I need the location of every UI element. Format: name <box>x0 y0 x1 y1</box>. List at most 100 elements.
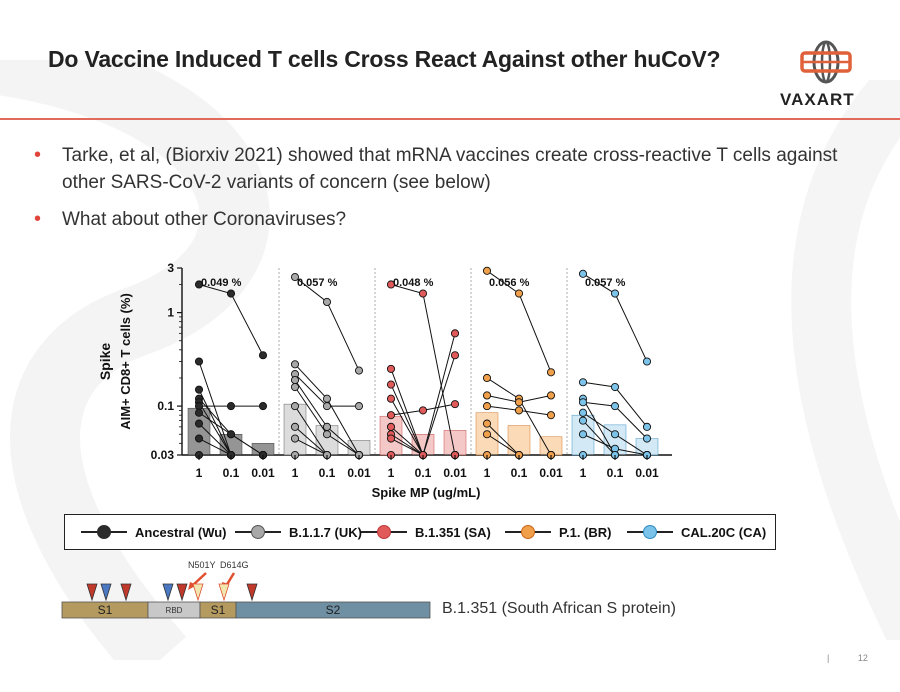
title-divider <box>0 118 900 120</box>
bullet-text: Tarke, et al, (Biorxiv 2021) showed that… <box>62 145 838 193</box>
mutation-label-n501y: N501Y <box>188 560 216 570</box>
data-point <box>290 375 300 385</box>
bullet-item: • Tarke, et al, (Biorxiv 2021) showed tha… <box>34 142 854 196</box>
logo-text: VAXART <box>780 90 855 109</box>
data-point <box>226 430 236 439</box>
mutation-marker <box>162 583 174 602</box>
data-point <box>258 351 268 360</box>
data-point <box>194 402 204 411</box>
bullet-text: What about other Coronaviruses? <box>62 209 347 230</box>
legend-item-uk: B.1.1.7 (UK) <box>235 515 362 549</box>
data-point <box>610 289 620 298</box>
protein-caption: B.1.351 (South African S protein) <box>442 600 676 617</box>
y-axis-label-sub: AIM+ CD8+ T cells (%) <box>118 293 133 430</box>
data-point <box>418 289 428 298</box>
x-tick-label: 1 <box>484 466 491 480</box>
y-tick-label: 0.03 <box>151 448 175 462</box>
data-point <box>322 430 332 439</box>
legend-label: P.1. (BR) <box>559 524 612 540</box>
legend-swatch <box>361 525 407 539</box>
x-tick-label: 1 <box>196 466 203 480</box>
page-title: Do Vaccine Induced T cells Cross React A… <box>48 46 721 72</box>
x-tick-label: 0.01 <box>347 466 371 480</box>
data-point <box>258 402 268 411</box>
x-tick-label: 1 <box>292 466 299 480</box>
x-tick-label: 1 <box>580 466 587 480</box>
data-point <box>322 394 332 403</box>
x-tick-label: 0.01 <box>251 466 275 480</box>
segment-label: S2 <box>326 603 341 617</box>
data-point <box>610 430 620 439</box>
y-axis-label: Spike <box>97 343 113 381</box>
page-number: 12 <box>857 653 868 663</box>
data-point <box>546 391 556 400</box>
data-point <box>610 402 620 411</box>
mutation-marker <box>218 583 230 602</box>
segment-label: RBD <box>166 606 183 615</box>
legend-item-sa: B.1.351 (SA) <box>361 515 491 549</box>
panel-1: 0.057 % 1 0.1 0.01 <box>278 268 371 480</box>
data-point <box>386 394 396 403</box>
data-point <box>354 366 364 375</box>
mutation-marker <box>120 583 132 602</box>
spike-protein-diagram: N501Y D614G S1 RBD S1 S2 <box>61 560 431 619</box>
panel-value-label: 0.057 % <box>297 277 338 289</box>
data-point <box>546 368 556 377</box>
data-point <box>610 382 620 392</box>
legend-swatch <box>627 525 673 539</box>
data-point <box>290 273 300 282</box>
data-point <box>290 422 300 431</box>
data-point <box>322 422 332 431</box>
data-point <box>386 422 396 431</box>
legend-marker <box>251 525 265 539</box>
mutation-marker <box>176 583 188 602</box>
mutation-marker <box>192 583 204 602</box>
data-point <box>290 434 300 443</box>
data-point <box>578 398 588 407</box>
legend-label: B.1.351 (SA) <box>415 524 491 540</box>
data-point <box>386 364 396 373</box>
legend-swatch <box>81 525 127 539</box>
legend-marker <box>97 525 111 539</box>
data-point <box>514 398 524 407</box>
data-point <box>482 266 492 275</box>
panel-value-label: 0.056 % <box>489 277 530 289</box>
y-tick-label: 0.1 <box>157 399 174 413</box>
data-point <box>386 411 396 420</box>
globe-icon <box>800 40 852 84</box>
y-tick-label: 1 <box>167 306 174 320</box>
legend-swatch <box>505 525 551 539</box>
data-point <box>642 434 652 443</box>
legend-marker <box>521 525 535 539</box>
data-point <box>194 385 204 394</box>
x-tick-label: 0.1 <box>319 466 336 480</box>
panel-0: 0.049 % 1 0.1 0.01 <box>187 277 275 480</box>
data-point <box>418 406 428 415</box>
panel-value-label: 0.057 % <box>585 277 626 289</box>
data-point <box>578 416 588 425</box>
x-tick-label: 0.1 <box>415 466 432 480</box>
data-point <box>450 351 460 360</box>
data-point <box>194 357 204 366</box>
page-footer: | 12 <box>827 653 868 663</box>
data-point <box>546 411 556 420</box>
segment-label: S1 <box>98 603 113 617</box>
bullet-icon: • <box>34 208 42 230</box>
data-point <box>386 280 396 289</box>
mutation-arrow-head <box>188 582 197 590</box>
legend-item-br: P.1. (BR) <box>505 515 612 549</box>
x-tick-label: 0.1 <box>607 466 624 480</box>
data-point <box>354 402 364 411</box>
data-point <box>386 380 396 389</box>
data-point <box>482 391 492 400</box>
segment-label: S1 <box>211 603 226 617</box>
bullet-list: • Tarke, et al, (Biorxiv 2021) showed tha… <box>34 142 854 243</box>
data-point <box>450 400 460 409</box>
aim-cd8-chart: 3 1 0.1 0.03 Spike AIM+ CD8+ T cells (%) 0.049… <box>97 261 672 500</box>
data-point <box>226 289 236 298</box>
data-point <box>290 360 300 369</box>
bullet-item: • What about other Coronaviruses? <box>34 206 854 233</box>
data-point <box>578 408 588 417</box>
data-point <box>578 378 588 387</box>
data-point <box>194 280 204 289</box>
